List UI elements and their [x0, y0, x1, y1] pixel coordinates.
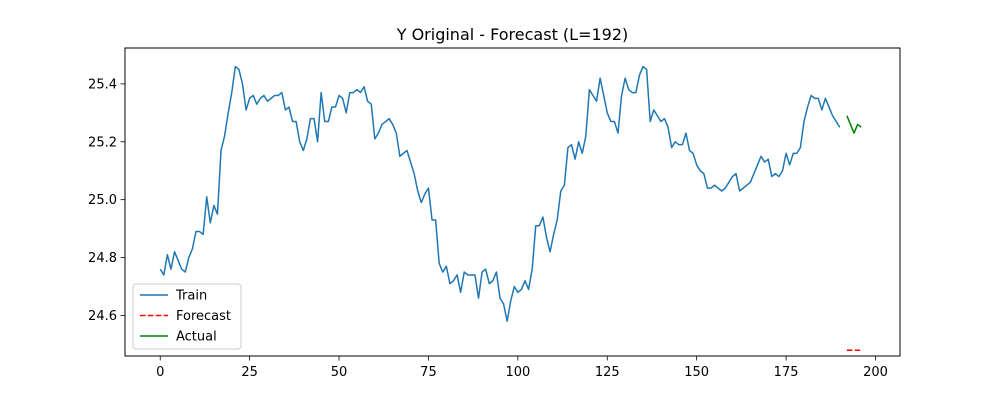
legend-label-actual: Actual [176, 330, 217, 345]
x-tick-label: 200 [863, 365, 888, 380]
x-tick-label: 175 [774, 365, 799, 380]
y-tick-label: 25.4 [88, 77, 117, 92]
axes-frame [124, 47, 901, 357]
y-tick-label: 25.2 [88, 135, 117, 150]
x-axis: 0 25 50 75 100 125 150 175 200 [156, 356, 888, 380]
chart-title: Y Original - Forecast (L=192) [396, 25, 629, 44]
x-tick-label: 125 [595, 365, 620, 380]
y-tick-label: 24.8 [88, 251, 117, 266]
legend-label-train: Train [175, 289, 207, 304]
y-axis: 24.6 24.8 25.0 25.2 25.4 [88, 77, 125, 324]
legend-box [132, 283, 242, 350]
series-line-actual [846, 115, 862, 134]
x-tick-label: 50 [331, 365, 348, 380]
series-line-train [159, 65, 841, 323]
y-tick-label: 25.0 [88, 193, 117, 208]
y-tick-label: 24.6 [88, 309, 117, 324]
x-tick-label: 25 [241, 365, 258, 380]
x-tick-label: 0 [156, 365, 164, 380]
legend: Train Forecast Actual [132, 283, 242, 350]
plot-area [159, 65, 862, 351]
x-tick-label: 75 [420, 365, 437, 380]
x-tick-label: 100 [505, 365, 530, 380]
x-tick-label: 150 [684, 365, 709, 380]
legend-label-forecast: Forecast [176, 309, 231, 324]
